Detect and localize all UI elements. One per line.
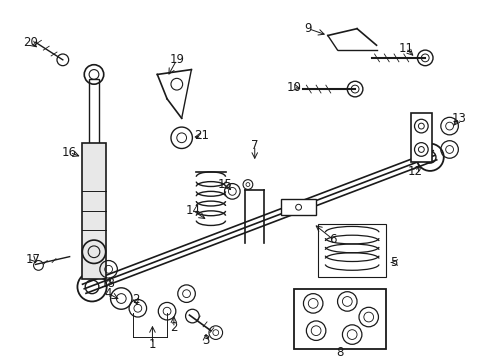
- Text: 6: 6: [329, 233, 337, 246]
- Text: 3: 3: [202, 334, 210, 347]
- Bar: [411, 113, 432, 162]
- Bar: [318, 224, 386, 277]
- Text: 13: 13: [452, 112, 467, 125]
- Text: 21: 21: [194, 129, 209, 142]
- Text: 10: 10: [286, 81, 301, 94]
- Text: 15: 15: [218, 178, 233, 191]
- Bar: [281, 199, 316, 215]
- Text: 20: 20: [23, 36, 38, 49]
- Bar: [82, 143, 106, 279]
- Text: 19: 19: [170, 53, 184, 66]
- Text: 11: 11: [398, 42, 413, 55]
- Text: 9: 9: [305, 22, 312, 35]
- Text: 14: 14: [186, 204, 201, 217]
- Text: 1: 1: [148, 338, 156, 351]
- Text: 4: 4: [105, 287, 112, 300]
- Text: 16: 16: [62, 146, 77, 159]
- Text: 18: 18: [101, 278, 116, 291]
- Text: 17: 17: [26, 253, 41, 266]
- Text: 5: 5: [391, 256, 398, 269]
- Text: 8: 8: [336, 346, 343, 359]
- Bar: [294, 289, 386, 349]
- Text: 7: 7: [251, 139, 259, 152]
- Text: 2: 2: [132, 293, 140, 306]
- Text: 12: 12: [408, 165, 423, 178]
- Text: 2: 2: [170, 321, 178, 334]
- Bar: [89, 79, 99, 148]
